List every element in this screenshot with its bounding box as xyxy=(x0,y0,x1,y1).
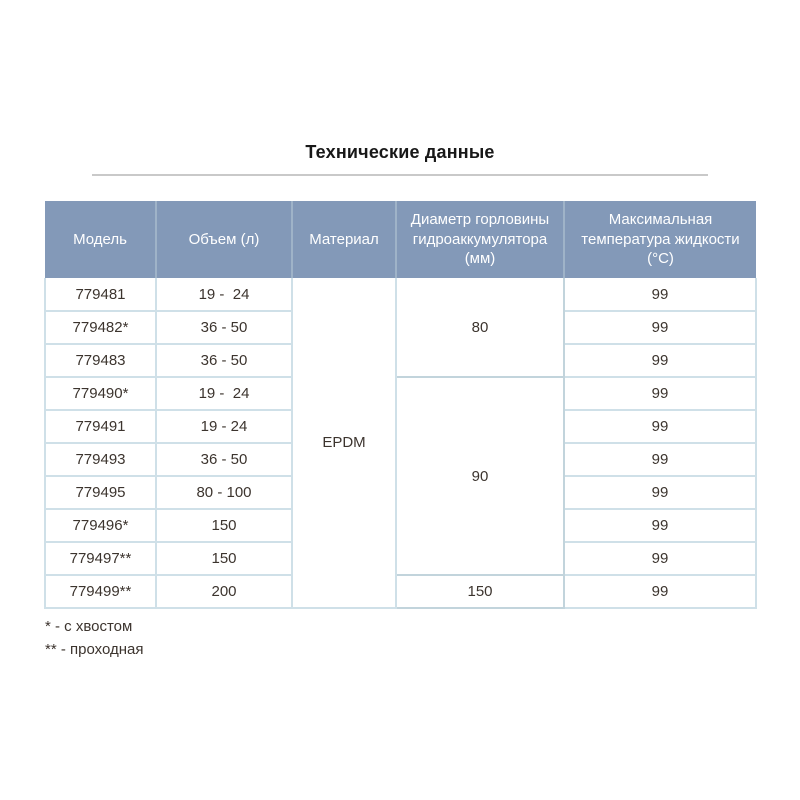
model-cell: 779481 xyxy=(44,278,157,312)
volume-cell: 36 - 50 xyxy=(155,442,293,477)
footnote-pass-through: ** - проходная xyxy=(45,641,144,658)
col-header-volume: Объем (л) xyxy=(155,201,292,278)
model-cell: 779490* xyxy=(44,376,157,411)
col-header-max-temperature: Максимальная температура жидкости (°С) xyxy=(563,201,756,278)
material-cell: EPDM xyxy=(291,278,397,609)
col-header-material: Материал xyxy=(291,201,396,278)
table-row: 779483 36 - 50 99 xyxy=(44,343,757,378)
table-row: 779495 80 - 100 99 xyxy=(44,475,757,510)
volume-cell: 19 - 24 xyxy=(155,278,293,312)
temperature-cell: 99 xyxy=(563,475,757,510)
volume-cell: 150 xyxy=(155,541,293,576)
volume-cell: 36 - 50 xyxy=(155,310,293,345)
footnote-tail: * - с хвостом xyxy=(45,618,133,635)
temperature-cell: 99 xyxy=(563,442,757,477)
col-header-model: Модель xyxy=(45,201,156,278)
model-cell: 779493 xyxy=(44,442,157,477)
model-cell: 779496* xyxy=(44,508,157,543)
model-cell: 779491 xyxy=(44,409,157,444)
volume-cell: 19 - 24 xyxy=(155,376,293,411)
volume-cell: 200 xyxy=(155,574,293,609)
table-row: 779482* 36 - 50 99 xyxy=(44,310,757,345)
title-divider xyxy=(92,174,708,176)
volume-cell: 80 - 100 xyxy=(155,475,293,510)
temperature-cell: 99 xyxy=(563,574,757,609)
table-row: 779481 19 - 24 EPDM 80 99 xyxy=(44,278,757,609)
temperature-cell: 99 xyxy=(563,409,757,444)
technical-data-table: Модель Объем (л) Материал Диаметр горлов… xyxy=(44,201,757,609)
volume-cell: 19 - 24 xyxy=(155,409,293,444)
temperature-cell: 99 xyxy=(563,278,757,312)
model-cell: 779497** xyxy=(44,541,157,576)
temperature-cell: 99 xyxy=(563,376,757,411)
table-row: 779490* 19 - 24 90 99 xyxy=(44,376,757,576)
temperature-cell: 99 xyxy=(563,541,757,576)
table-row: 779496* 150 99 xyxy=(44,508,757,543)
table-row: 779499** 200 150 99 xyxy=(44,574,757,609)
volume-cell: 150 xyxy=(155,508,293,543)
model-cell: 779495 xyxy=(44,475,157,510)
page-title: Технические данные xyxy=(305,142,495,162)
footnotes: * - с хвостом ** - проходная xyxy=(45,615,144,661)
table-row: 779497** 150 99 xyxy=(44,541,757,576)
table-row: 779491 19 - 24 99 xyxy=(44,409,757,444)
volume-cell: 36 - 50 xyxy=(155,343,293,378)
header-row: Модель Объем (л) Материал Диаметр горлов… xyxy=(45,201,756,278)
table-row: 779493 36 - 50 99 xyxy=(44,442,757,477)
diameter-cell: 80 xyxy=(395,278,565,378)
model-cell: 779499** xyxy=(44,574,157,609)
temperature-cell: 99 xyxy=(563,310,757,345)
model-cell: 779483 xyxy=(44,343,157,378)
diameter-cell: 150 xyxy=(395,574,565,609)
diameter-cell: 90 xyxy=(395,376,565,576)
col-header-diameter: Диаметр горловины гидроаккумулятора (мм) xyxy=(395,201,564,278)
model-cell: 779482* xyxy=(44,310,157,345)
temperature-cell: 99 xyxy=(563,508,757,543)
temperature-cell: 99 xyxy=(563,343,757,378)
